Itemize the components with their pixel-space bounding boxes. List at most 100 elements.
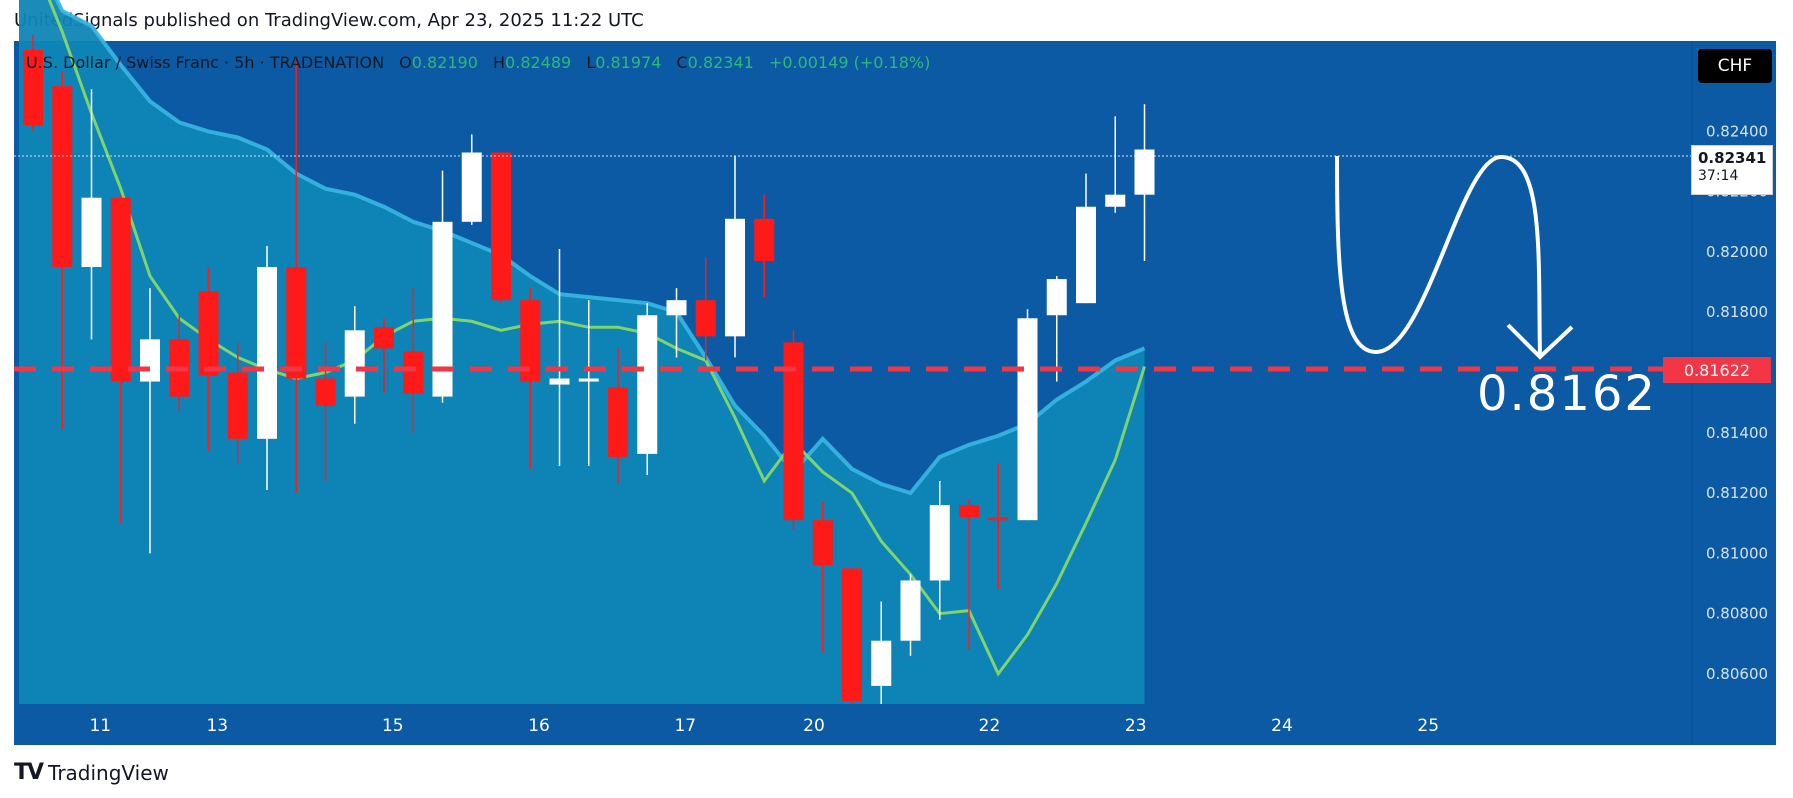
- legend-close: 0.82341: [687, 53, 754, 72]
- legend-low: 0.81974: [595, 53, 662, 72]
- candle-body: [812, 520, 833, 566]
- legend-change: +0.00149 (+0.18%): [768, 53, 931, 72]
- x-tick-label: 22: [979, 716, 1001, 736]
- legend-high: 0.82489: [505, 53, 572, 72]
- candle-body: [344, 330, 365, 397]
- candle-body: [110, 197, 131, 382]
- candle-body: [637, 315, 658, 454]
- candle: [842, 568, 862, 704]
- candle: [491, 152, 511, 304]
- x-axis-labels: 11 13 15 16 17 20 22 23 24 25: [89, 716, 1439, 736]
- candle-body: [374, 327, 394, 349]
- candle-body: [403, 351, 424, 394]
- candle: [783, 330, 804, 530]
- candle-body: [725, 218, 745, 337]
- band-line: [54, 0, 1146, 496]
- candle-body: [842, 568, 862, 701]
- candles-layer: [23, 34, 1155, 704]
- candle: [81, 89, 102, 340]
- candle-body: [871, 640, 892, 686]
- candle-body: [1017, 318, 1038, 521]
- y-tick-label: 0.81400: [1706, 424, 1768, 442]
- candle: [1046, 276, 1067, 382]
- legend-low-label: L: [586, 53, 596, 72]
- y-tick-label: 0.80800: [1706, 605, 1768, 623]
- candle: [432, 170, 453, 403]
- candle: [461, 134, 482, 225]
- x-tick-label: 23: [1125, 716, 1147, 736]
- chart-legend: U.S. Dollar / Swiss Franc · 5h · TRADENA…: [26, 53, 930, 72]
- candle: [578, 300, 599, 466]
- candle: [344, 306, 365, 424]
- candle-body: [783, 342, 804, 521]
- y-tick-label: 0.82000: [1706, 243, 1768, 261]
- x-tick-label: 15: [382, 716, 404, 736]
- candle: [666, 288, 687, 358]
- candle: [286, 62, 307, 494]
- time-axis[interactable]: [14, 704, 1776, 745]
- candle-body: [227, 372, 248, 439]
- y-tick-label: 0.81200: [1706, 484, 1768, 502]
- candle: [929, 480, 950, 620]
- x-tick-label: 24: [1271, 716, 1293, 736]
- legend-high-label: H: [493, 53, 506, 72]
- candle: [257, 245, 277, 491]
- publish-header: UnitedSignals published on TradingView.c…: [14, 10, 644, 31]
- candle-body: [140, 339, 160, 382]
- candle: [988, 462, 1009, 590]
- candle: [637, 303, 658, 475]
- candle: [1105, 116, 1126, 213]
- x-tick-label: 20: [803, 716, 825, 736]
- candle: [1134, 104, 1155, 261]
- candle-body: [286, 267, 307, 379]
- candle-body: [315, 378, 336, 406]
- y-tick-label: 0.81800: [1706, 303, 1768, 321]
- legend-close-label: C: [676, 53, 688, 72]
- candle-body: [23, 50, 43, 126]
- candle-body: [695, 300, 716, 337]
- x-tick-label: 17: [674, 716, 696, 736]
- candle-body: [929, 505, 950, 581]
- last-price-value: 0.82341: [1698, 149, 1767, 167]
- last-price-tag: 0.82341 37:14: [1691, 145, 1773, 195]
- candle-body: [81, 197, 102, 268]
- candle-body: [959, 505, 979, 518]
- x-tick-label: 11: [89, 716, 111, 736]
- candle: [900, 574, 921, 656]
- candle: [23, 34, 43, 132]
- candle-body: [257, 267, 277, 439]
- projection-arrowhead: [1506, 323, 1574, 360]
- candle-body: [491, 152, 511, 301]
- candle: [520, 288, 541, 469]
- candle-body: [1134, 149, 1155, 195]
- x-tick-label: 13: [206, 716, 228, 736]
- candle-body: [666, 300, 687, 316]
- tradingview-logo-text: TradingView: [48, 760, 169, 785]
- candle-body: [900, 580, 921, 641]
- candle-body: [1046, 279, 1067, 316]
- legend-open-label: O: [399, 53, 412, 72]
- candle-body: [1076, 206, 1096, 304]
- candle-body: [754, 218, 775, 261]
- candle-body: [461, 152, 482, 222]
- candle-body: [198, 291, 219, 376]
- legend-symbol: U.S. Dollar / Swiss Franc · 5h · TRADENA…: [26, 53, 385, 72]
- candle-body: [520, 300, 541, 382]
- candle-body: [578, 378, 599, 382]
- candle: [549, 248, 570, 466]
- candle-body: [608, 387, 628, 457]
- candle-body: [432, 221, 453, 397]
- candle: [608, 348, 628, 485]
- candle: [871, 601, 892, 704]
- candle-body: [52, 86, 73, 268]
- candle: [227, 342, 248, 463]
- candle: [695, 257, 716, 361]
- level-price-tag: 0.81622: [1663, 357, 1771, 383]
- candle-body: [1105, 194, 1126, 207]
- currency-badge[interactable]: CHF: [1698, 49, 1772, 83]
- candle: [110, 194, 131, 524]
- candle: [959, 499, 979, 650]
- tradingview-logo[interactable]: TV TradingView: [14, 760, 169, 785]
- candle: [754, 194, 775, 298]
